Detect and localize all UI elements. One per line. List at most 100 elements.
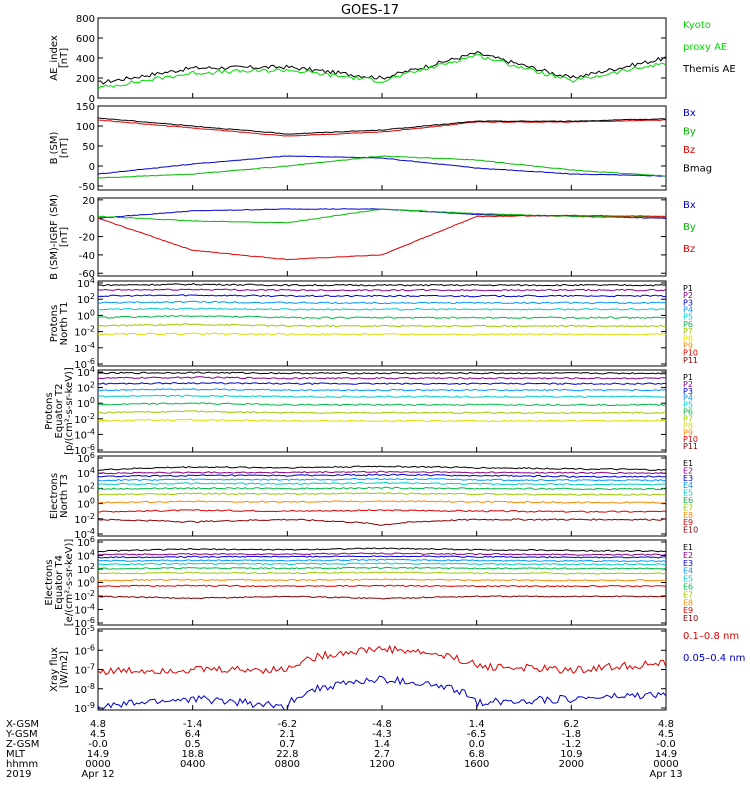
legend-entry: P6 <box>683 408 693 417</box>
series-group <box>98 465 666 526</box>
legend-entry: E5 <box>683 489 693 498</box>
legend-entry: Bz <box>683 244 695 255</box>
series-line-P4 <box>98 300 666 305</box>
legend-entry: By <box>683 127 696 138</box>
legend-entry: E7 <box>683 503 693 512</box>
footer-cell: 14.9 <box>655 749 677 760</box>
legend-entry: E5 <box>683 575 693 584</box>
y-tick-label: 150 <box>76 102 95 113</box>
y-axis-label: North T1 <box>59 302 70 346</box>
y-tick-label: 100 <box>77 497 95 511</box>
footer-cell: 0000 <box>653 759 678 770</box>
y-tick-label: 200 <box>76 74 95 85</box>
y-tick-label: 10-6 <box>74 443 95 457</box>
footer-cell: -1.2 <box>562 739 582 750</box>
y-tick-label: 0 <box>89 214 95 225</box>
y-axis-label: [nT] <box>59 138 70 158</box>
series-line-By <box>98 155 666 179</box>
series-line-E10 <box>98 595 666 600</box>
y-tick-label: 20 <box>82 196 95 207</box>
footer-cell: 6.4 <box>185 729 201 740</box>
series-line-E1 <box>98 547 666 553</box>
series-line-E5 <box>98 562 666 566</box>
y-tick-label: 100 <box>77 396 95 410</box>
series-line-P7 <box>98 410 666 415</box>
series-line-P3 <box>98 294 666 298</box>
y-axis-label: North T3 <box>59 474 70 518</box>
footer-cell: -0.0 <box>656 739 676 750</box>
series-group <box>98 283 666 336</box>
series-line-E8 <box>98 578 666 582</box>
series-group <box>98 371 666 423</box>
y-tick-label: -50 <box>79 182 95 193</box>
legend-entry: P9 <box>683 428 693 437</box>
legend-entry: E3 <box>683 474 693 483</box>
y-tick-label: 10-2 <box>74 512 95 526</box>
legend-entry: P2 <box>683 291 693 300</box>
footer-row-label: Z-GSM <box>6 739 39 750</box>
y-tick-label: 0 <box>89 162 95 173</box>
y-tick-label: 10-8 <box>74 682 95 696</box>
series-line-E2 <box>98 470 666 475</box>
footer-cell: -4.8 <box>372 719 392 730</box>
footer-cell: -4.3 <box>372 729 392 740</box>
series-line-P6 <box>98 402 666 407</box>
footer-cell: 4.8 <box>90 719 106 730</box>
panel-ae: 800 600 400 200 0 AE_index [nT] Kyoto proxy AE Th… <box>49 14 736 105</box>
y-axis-label: Equator T4 <box>54 555 65 610</box>
series-line-E6 <box>98 566 666 570</box>
legend-entry: E1 <box>683 543 693 552</box>
footer-cell: 1.4 <box>374 739 390 750</box>
footer-cell: -6.2 <box>278 719 298 730</box>
legend-entry: P8 <box>683 421 693 430</box>
legend-entry: E2 <box>683 551 693 560</box>
panel-bsm: 150 100 50 0 -50 B (SM) [nT] Bx By Bz Bmag <box>49 102 712 193</box>
y-tick-label: 10-7 <box>74 663 95 677</box>
legend-entry: P7 <box>683 414 693 423</box>
footer-cell: Apr 12 <box>81 769 114 780</box>
legend-entry: P4 <box>683 306 693 315</box>
series-line-E6 <box>98 486 666 491</box>
y-tick-label: 10-6 <box>74 616 95 630</box>
y-tick-label: 100 <box>77 576 95 590</box>
panel-bigrf: 20 0 -20 -40 -60 B (SM)-IGRF (SM) [nT] Bx By Bz <box>49 194 696 280</box>
panel-frame <box>97 17 667 99</box>
series-line-P5 <box>98 307 666 311</box>
footer-cell: -0.0 <box>88 739 108 750</box>
y-axis-label: B (SM) <box>49 131 60 164</box>
footer-cell: 0.5 <box>185 739 201 750</box>
y-tick-label: 100 <box>77 308 95 322</box>
series-line-E2 <box>98 552 666 556</box>
footer-cell: 1200 <box>369 759 394 770</box>
y-tick-label: 10-9 <box>74 701 95 715</box>
series-line-E10 <box>98 518 666 526</box>
series-line-E9 <box>98 509 666 513</box>
legend-entry: E9 <box>683 518 693 527</box>
y-axis-label: [e/(cm²-s-sr-keV)] <box>64 539 75 627</box>
footer-cell: 2.1 <box>279 729 295 740</box>
series-line-Bz <box>98 214 666 261</box>
y-tick-label: 10-4 <box>74 341 95 355</box>
footer-cell: -1.8 <box>562 729 582 740</box>
legend-entry: E3 <box>683 559 693 568</box>
legend-entry: 0.05–0.4 nm <box>683 653 745 664</box>
footer-cell: 10.9 <box>560 749 582 760</box>
panel-xray: 10-5 10-6 10-7 10-8 10-9 Xray flux [W/m2] 0.1–0… <box>49 624 745 715</box>
series-line-P1 <box>98 283 666 287</box>
footer-cell: 0000 <box>85 759 110 770</box>
series-line-0.05–0.4 nm <box>98 675 666 710</box>
y-tick-label: 600 <box>76 34 95 45</box>
y-tick-label: 10-2 <box>74 412 95 426</box>
panel-pn: 104 102 100 10-2 10-4 10-6 Protons North T1 P1P2… <box>49 276 698 371</box>
footer-cell: 0.7 <box>279 739 295 750</box>
legend-entry: P10 <box>683 349 698 358</box>
y-tick-label: 102 <box>77 481 95 495</box>
footer-cell: 4.5 <box>90 729 106 740</box>
footer-cell: -6.5 <box>467 729 487 740</box>
legend-entry: E10 <box>683 526 698 535</box>
panel-frame <box>97 105 667 191</box>
y-tick-label: 106 <box>77 535 95 549</box>
legend-entry: E9 <box>683 606 693 615</box>
legend-entry: E6 <box>683 583 693 592</box>
footer-cell: 1.4 <box>469 719 485 730</box>
